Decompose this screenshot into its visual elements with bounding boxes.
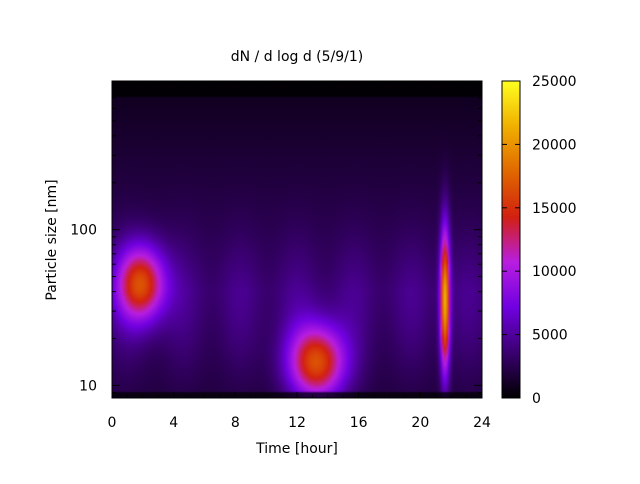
x-tick-label: 12 <box>288 415 306 431</box>
x-tick-label: 20 <box>411 415 429 431</box>
y-tick-label: 10 <box>79 378 97 394</box>
heatmap-image <box>112 81 482 398</box>
colorbar-tick-label: 25000 <box>532 74 577 90</box>
x-tick-label: 0 <box>108 415 117 431</box>
chart-title: dN / d log d (5/9/1) <box>231 49 364 65</box>
x-axis: 0 4 8 12 16 20 24 <box>108 81 491 431</box>
colorbar-tick-label: 15000 <box>532 201 577 217</box>
colorbar: 0 5000 10000 15000 20000 25000 <box>501 74 577 407</box>
x-tick-label: 24 <box>473 415 491 431</box>
plot-area <box>111 80 483 399</box>
y-axis: 10 100 <box>70 88 482 394</box>
colorbar-ticks: 0 5000 10000 15000 20000 25000 <box>502 74 577 407</box>
colorbar-tick-label: 0 <box>532 391 541 407</box>
x-axis-label: Time [hour] <box>255 441 338 457</box>
x-tick-label: 4 <box>169 415 178 431</box>
colorbar-gradient <box>501 80 521 399</box>
x-tick-label: 8 <box>231 415 240 431</box>
x-tick-label: 16 <box>350 415 368 431</box>
y-axis-label: Particle size [nm] <box>44 179 60 300</box>
colorbar-tick-label: 10000 <box>532 264 577 280</box>
colorbar-tick-label: 5000 <box>532 328 568 344</box>
colorbar-tick-label: 20000 <box>532 137 577 153</box>
y-tick-label: 100 <box>70 223 97 239</box>
